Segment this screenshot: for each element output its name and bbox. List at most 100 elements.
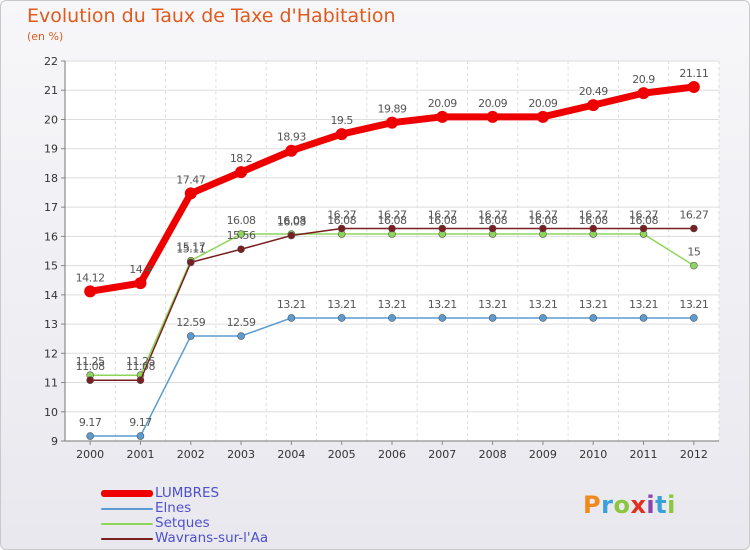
data-point [639, 314, 648, 322]
x-tick-label: 2004 [277, 448, 305, 461]
data-point [589, 314, 598, 322]
logo-letter: P [583, 491, 602, 519]
data-label: 21.11 [679, 67, 708, 80]
data-point [84, 285, 97, 298]
y-tick-label: 11 [44, 377, 58, 390]
data-point [488, 224, 497, 233]
data-point [488, 314, 497, 322]
data-label: 16.03 [277, 216, 306, 229]
data-point [287, 314, 296, 322]
data-label: 16.27 [478, 208, 507, 221]
data-label: 18.2 [230, 152, 253, 165]
legend-label: Wavrans-sur-l'Aa [155, 530, 269, 546]
logo-letter: i [667, 491, 676, 519]
data-label: 13.21 [528, 298, 557, 311]
data-label: 16.08 [277, 214, 306, 227]
data-label: 11.08 [76, 360, 105, 373]
data-point [438, 314, 447, 322]
data-point [690, 224, 698, 233]
data-label: 15.11 [176, 242, 205, 255]
data-label: 15.56 [227, 229, 256, 242]
data-label: 13.21 [327, 298, 356, 311]
x-tick-label: 2010 [579, 448, 607, 461]
data-label: 16.08 [629, 214, 658, 227]
y-tick-label: 9 [51, 435, 58, 448]
data-point [637, 87, 650, 100]
data-label: 13.21 [579, 298, 608, 311]
x-tick-label: 2007 [428, 448, 456, 461]
data-label: 16.08 [327, 214, 356, 227]
data-label: 20.09 [478, 97, 507, 110]
data-point [386, 116, 398, 129]
data-label: 20.9 [632, 73, 655, 86]
data-label: 13.21 [478, 298, 507, 311]
legend-swatch [101, 537, 153, 540]
data-point [335, 128, 348, 141]
data-point [237, 230, 245, 238]
data-label: 20.09 [428, 97, 457, 110]
y-tick-label: 17 [44, 201, 58, 214]
data-point [285, 144, 298, 157]
data-label: 16.08 [528, 214, 557, 227]
data-label: 16.27 [629, 208, 658, 221]
data-label: 16.08 [378, 214, 407, 227]
data-point [86, 432, 94, 440]
legend-label: Elnes [155, 500, 192, 516]
data-point [388, 314, 396, 322]
data-label: 12.59 [176, 316, 205, 329]
data-label: 18.93 [277, 131, 306, 144]
chart-legend: LUMBRES Elnes Setques Wavrans-sur-l'Aa [101, 486, 268, 546]
data-point [589, 224, 598, 233]
data-label: 17.47 [176, 173, 205, 186]
x-tick-label: 2008 [479, 448, 507, 461]
data-label: 16.27 [579, 208, 608, 221]
data-label: 9.17 [129, 416, 152, 429]
y-tick-label: 18 [44, 172, 58, 185]
data-point [186, 332, 195, 340]
x-tick-label: 2009 [529, 448, 557, 461]
data-label: 16.08 [478, 214, 507, 227]
x-tick-label: 2012 [680, 448, 708, 461]
legend-swatch [101, 490, 153, 497]
y-tick-label: 20 [44, 113, 58, 126]
chart-subtitle: (en %) [27, 30, 64, 43]
data-point [388, 224, 396, 233]
data-label: 16.27 [528, 208, 557, 221]
logo-letter: x [630, 491, 647, 519]
y-tick-label: 13 [44, 318, 58, 331]
data-point [337, 224, 346, 233]
x-tick-label: 2006 [378, 448, 406, 461]
data-point [237, 245, 245, 254]
data-point [687, 81, 700, 94]
x-tick-label: 2002 [177, 448, 205, 461]
y-tick-label: 15 [44, 260, 58, 273]
x-tick-label: 2003 [227, 448, 255, 461]
legend-label: Setques [155, 515, 210, 531]
data-label: 13.21 [277, 298, 306, 311]
legend-swatch [101, 522, 153, 525]
data-point [587, 99, 600, 112]
logo-letter: o [613, 491, 631, 519]
data-label: 11.25 [76, 355, 105, 368]
data-label: 12.59 [227, 316, 256, 329]
data-label: 14.4 [129, 263, 152, 276]
data-label: 16.27 [428, 208, 457, 221]
proxiti-logo: Proxiti [583, 491, 676, 519]
data-point [136, 376, 145, 385]
data-label: 16.27 [378, 208, 407, 221]
data-label: 13.21 [629, 298, 658, 311]
y-tick-label: 16 [44, 230, 58, 243]
legend-item: LUMBRES [101, 486, 268, 501]
y-tick-label: 10 [44, 406, 58, 419]
x-tick-label: 2011 [630, 448, 658, 461]
data-point [337, 314, 346, 322]
legend-item: Wavrans-sur-l'Aa [101, 531, 268, 546]
data-label: 9.17 [79, 416, 102, 429]
data-point [436, 110, 449, 123]
data-point [134, 277, 147, 290]
x-tick-label: 2001 [126, 448, 154, 461]
data-label: 20.49 [579, 85, 608, 98]
y-tick-label: 19 [44, 143, 58, 156]
